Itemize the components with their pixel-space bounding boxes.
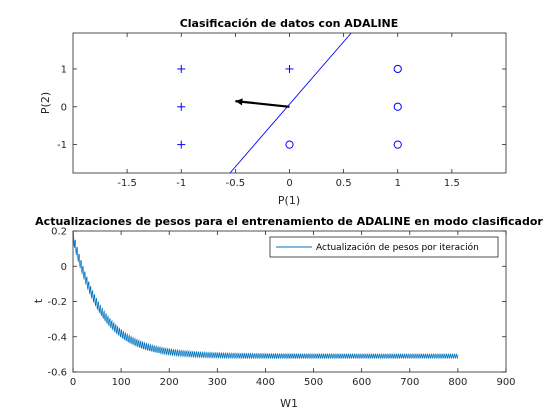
bottom-y-tick-label: 0 xyxy=(61,262,67,273)
top-x-tick-label: 0.5 xyxy=(336,178,352,189)
top-x-tick-label: -0.5 xyxy=(226,178,246,189)
bottom-x-tick-label: 300 xyxy=(208,377,227,388)
plus-marker xyxy=(285,64,294,73)
bottom-y-ticks: -0.6 -0.4 -0.2 0 0.2 xyxy=(47,227,506,379)
legend-label: Actualización de pesos por iteración xyxy=(316,242,479,253)
top-x-tick-label: 0 xyxy=(286,178,292,189)
bottom-plot-title: Actualizaciones de pesos para el entrena… xyxy=(35,215,543,228)
top-y-tick-label: 1 xyxy=(61,64,67,75)
plus-marker xyxy=(177,140,186,149)
top-x-tick-label: -1.5 xyxy=(117,178,137,189)
circle-marker xyxy=(393,140,402,149)
top-y-tick-label: -1 xyxy=(57,140,67,151)
top-x-tick-label: -1 xyxy=(176,178,186,189)
decision-boundary-line xyxy=(229,32,352,174)
top-x-axis-label: P(1) xyxy=(278,194,300,207)
bottom-x-tick-label: 0 xyxy=(70,377,76,388)
bottom-x-tick-label: 700 xyxy=(400,377,419,388)
circle-marker xyxy=(393,64,402,74)
classification-plot: Clasificación de datos con ADALINE -1.5-… xyxy=(39,17,507,207)
bottom-y-tick-label: -0.2 xyxy=(47,297,67,308)
top-plot-area xyxy=(72,32,507,174)
bottom-x-tick-label: 200 xyxy=(160,377,179,388)
weight-vector-arrowhead xyxy=(235,98,243,106)
top-plot-title: Clasificación de datos con ADALINE xyxy=(180,17,399,30)
bottom-x-tick-label: 400 xyxy=(256,377,275,388)
bottom-x-tick-label: 100 xyxy=(112,377,131,388)
legend-box xyxy=(269,236,499,258)
bottom-y-tick-label: 0.2 xyxy=(51,227,67,238)
plus-marker xyxy=(177,64,186,73)
top-x-tick-label: 1 xyxy=(395,178,401,189)
weight-vector-arrow xyxy=(235,100,290,108)
weight-updates-line xyxy=(72,232,459,360)
legend: Actualización de pesos por iteración xyxy=(269,236,499,258)
top-plot-content xyxy=(177,32,402,174)
bottom-x-tick-label: 600 xyxy=(352,377,371,388)
top-y-axis-label: P(2) xyxy=(39,92,52,114)
top-x-tick-label: 1.5 xyxy=(444,178,460,189)
bottom-y-axis-label: t xyxy=(32,298,45,303)
plus-marker xyxy=(177,102,186,111)
bottom-x-axis-label: W1 xyxy=(280,397,298,410)
circle-marker xyxy=(285,140,294,149)
top-y-tick-label: 0 xyxy=(61,102,67,113)
circle-marker xyxy=(393,102,402,111)
top-y-ticks: -1 0 1 xyxy=(57,64,506,151)
bottom-plot-content xyxy=(72,232,459,360)
bottom-y-tick-label: -0.6 xyxy=(47,368,67,379)
bottom-x-ticks: 0 100 200 300 400 500 600 700 800 900 xyxy=(70,231,516,388)
bottom-x-tick-label: 900 xyxy=(496,377,515,388)
bottom-y-tick-label: -0.4 xyxy=(47,332,67,343)
top-x-ticks: -1.5 -1 -0.5 0 0.5 1 1.5 xyxy=(117,33,460,189)
bottom-x-tick-label: 500 xyxy=(304,377,323,388)
weights-plot: Actualizaciones de pesos para el entrena… xyxy=(32,215,543,410)
bottom-x-tick-label: 800 xyxy=(448,377,467,388)
